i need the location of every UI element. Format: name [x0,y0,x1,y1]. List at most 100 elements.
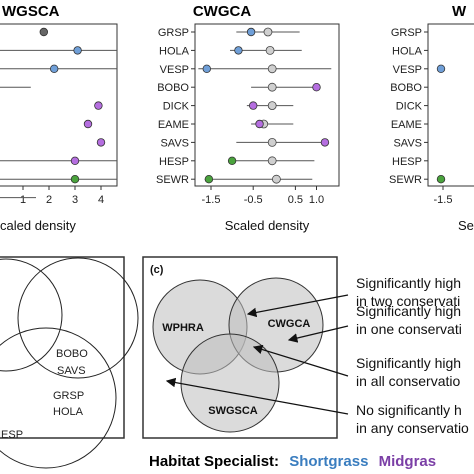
xlabel-swgsca: caled density [0,218,76,233]
xlabel-cwgca: Scaled density [225,218,310,233]
xlabel-wphra: Se [458,218,474,233]
callout-two-line1: Significantly high [356,275,461,291]
x-tick-label: 0.5 [288,194,303,206]
x-tick-label: -0.5 [244,194,263,206]
estimate-point [436,64,446,73]
y-tick-label: VESP [393,64,422,76]
y-tick-label: DICK [163,101,190,113]
y-tick-label: BOBO [390,82,422,94]
y-tick-label: VESP [160,64,189,76]
y-tick-label: SAVS [393,137,422,149]
legend-shortgrass: Shortgrass [289,453,368,470]
panel-title-swgsca: WGSCA [2,3,60,20]
y-tick-label: HOLA [159,45,190,57]
estimate-point [73,46,82,55]
estimate-point [255,119,264,129]
arrow-none [165,377,349,415]
estimate-point [202,64,211,73]
x-tick-label: 2 [46,194,52,206]
venn-c-label-cwgca: CWGCA [268,318,311,330]
reference-point [272,174,281,184]
estimate-point [70,174,80,184]
venn-c-panel-label: (c) [150,264,164,276]
venn-left-frame [0,256,125,439]
venn-c-label-swgsca: SWGSCA [208,405,258,417]
y-tick-label: HOLA [392,45,423,57]
venn-c-arrows [165,294,349,415]
venn-c-label-wphra: WPHRA [162,322,204,334]
legend-midgrass: Midgras [379,453,437,470]
callout-none-line1: No significantly h [356,402,462,418]
callout-none-line2: in any conservatio [356,420,469,436]
venn-left-circle-b [17,257,139,379]
panel-title-wphra: W [452,3,467,20]
legend-prefix: Habitat Specialist: [149,453,279,470]
estimate-point [50,64,59,73]
venn-c-circle-swgsca [180,333,280,433]
x-tick-label: -1.5 [202,194,221,206]
callout-one-line1: Significantly high [356,303,461,319]
estimate-point [70,156,80,165]
reference-point [267,101,277,110]
estimate-point [246,27,256,37]
marks-wphra: -1.5 GRSP HOLA VESP BOBO DICK EAME SAVS HESP SEWR [389,27,452,206]
plot-frame-swgsca [0,23,118,187]
reference-point [263,27,273,37]
estimate-point [227,156,237,165]
y-tick-label: BOBO [157,82,189,94]
marks-swgsca: 1 2 3 4 [0,27,117,206]
y-tick-label: SAVS [160,137,189,149]
y-tick-label: DICK [396,101,423,113]
reference-point [265,46,275,55]
venn-c-frame [142,256,338,439]
estimate-point [83,119,93,129]
panel-title-cwgca: CWGCA [193,3,251,20]
x-tick-label: 3 [72,194,78,206]
estimate-point [234,46,243,55]
venn-left-circle-a [0,258,63,372]
venn-left-circle-c [0,327,117,469]
arrow-all-areas [252,344,349,377]
estimate-point [96,138,106,147]
estimate-point [312,82,321,92]
venn-left-label-hola: HOLA [53,406,84,418]
venn-left-label-savs: SAVS [57,365,86,377]
x-tick-label: -1.5 [434,194,453,206]
reference-point [267,137,277,147]
venn-left-label-bobo: BOBO [56,348,88,360]
reference-point [267,82,277,92]
callout-all-line2: in all conservatio [356,373,460,389]
callout-one-line2: in one conservati [356,321,462,337]
estimate-point [204,174,214,184]
estimate-point [94,101,103,110]
arrow-one-area [287,325,349,343]
estimate-point [436,174,446,184]
x-tick-label: 1 [20,194,26,206]
marks-cwgca: -1.5 -0.5 0.5 1.0 GRSP HOLA VESP BOBO DICK EAME SA… [156,27,332,206]
y-tick-label: SEWR [156,174,189,186]
y-tick-label: HESP [159,156,189,168]
arrow-two-areas [246,294,349,318]
legend: Habitat Specialist: Shortgrass Midgras [149,453,436,470]
y-tick-label: SEWR [389,174,422,186]
plot-frame-cwgca [194,23,340,187]
estimate-point [248,101,258,110]
callout-two-line2: in two conservati [356,293,460,309]
estimate-point [320,138,330,147]
x-tick-label: 4 [98,194,104,206]
estimate-point [39,27,48,37]
reference-point [267,156,277,166]
y-tick-label: EAME [391,119,422,131]
y-tick-label: GRSP [158,27,189,39]
venn-c-circles [152,277,324,433]
reference-point [267,64,277,74]
y-tick-label: HESP [392,156,422,168]
y-tick-label: GRSP [391,27,422,39]
venn-left-circles [0,257,139,469]
y-tick-label: EAME [158,119,189,131]
plot-frame-wphra [427,23,474,187]
venn-left-label-iesp: IESP [0,429,23,441]
venn-left-label-grsp: GRSP [53,390,84,402]
callout-all-line1: Significantly high [356,355,461,371]
